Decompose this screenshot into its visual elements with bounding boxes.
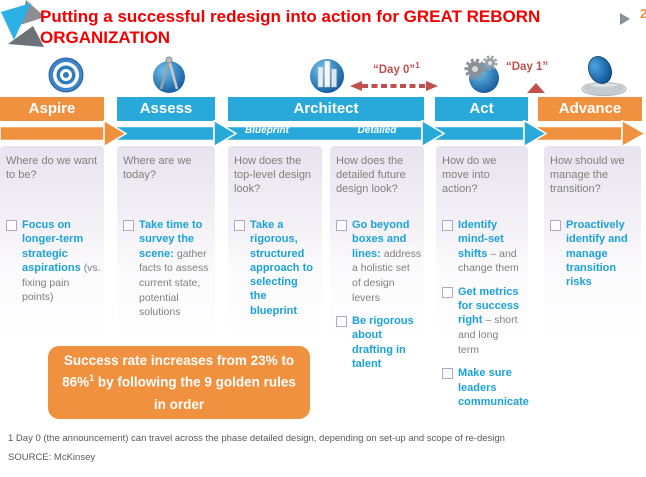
arrow-label-blueprint: Blueprint [245,125,289,136]
checkbox-icon [123,220,134,231]
bullet-item: Focus on longer-term strategic aspiratio… [6,218,101,305]
bullet-item: Proactively identify and manage transiti… [550,218,635,289]
open-box-icon [581,56,627,96]
target-icon [48,57,84,93]
bullet-item: Make sure leaders communicate [442,366,529,409]
arrow-head-act [523,120,548,147]
play-icon[interactable] [620,13,630,25]
column-architect-detailed: How does the detailed future design look… [330,146,424,424]
phase-header-aspire: Aspire [0,97,104,121]
question-detailed: How does the detailed future design look… [336,155,406,196]
question-assess: Where are we today? [123,155,192,182]
checkbox-icon [336,316,347,328]
day1-label: “Day 1” [506,61,549,73]
buildings-icon [310,59,344,93]
phase-header-act: Act [435,97,528,121]
arrow-head-advance [621,120,646,147]
checkbox-icon [442,220,453,231]
source-line: SOURCE: McKinsey [8,452,96,463]
company-logo-icon [1,0,45,47]
arrow-label-detailed: Detailed [357,125,397,136]
column-advance: How should we manage the transition? Pro… [544,146,641,424]
slide-title: Putting a successful redesign into actio… [40,7,541,48]
day0-label: “Day 0”1 [373,61,420,76]
bullet-item: Get metrics for success right – short and… [442,285,522,358]
day0-range-arrow-icon [350,81,438,91]
compass-icon [153,56,185,93]
bullet-item: Be rigorous about drafting in talent [336,314,418,371]
arrow-head-architect [421,120,446,147]
column-act: How do we move into action? Identify min… [436,146,529,424]
checkbox-icon [336,220,347,231]
bullet-item: Identify mind-set shifts – and change the… [442,218,522,276]
phase-header-advance: Advance [538,97,642,121]
footnote: 1 Day 0 (the announcement) can travel ac… [8,433,505,444]
bullet-item: Go beyond boxes and lines: address a holi… [336,218,421,305]
checkbox-icon [550,220,561,231]
phase-arrow-band [0,120,646,147]
checkbox-icon [234,220,245,231]
slide-number-fragment: 2 [640,6,646,21]
checkbox-icon [6,220,17,231]
bullet-item: Take time to survey the scene: gather fac… [123,218,209,320]
day1-marker-icon [527,83,545,93]
gears-icon [464,55,499,93]
phase-header-assess: Assess [117,97,215,121]
arrow-head-aspire [103,120,128,147]
checkbox-icon [442,368,453,380]
question-aspire: Where do we want to be? [6,155,98,182]
question-act: How do we move into action? [442,155,497,196]
question-advance: How should we manage the transition? [550,155,625,196]
question-blueprint: How does the top-level design look? [234,155,312,196]
checkbox-icon [442,286,453,298]
success-rate-callout: Success rate increases from 23% to 86%1 … [48,346,310,419]
bullet-item: Take a rigorous, structured approach to … [234,218,316,318]
phase-header-architect: Architect [228,97,424,121]
arrow-head-assess [213,120,238,147]
arrow-body-aspire [0,125,105,142]
